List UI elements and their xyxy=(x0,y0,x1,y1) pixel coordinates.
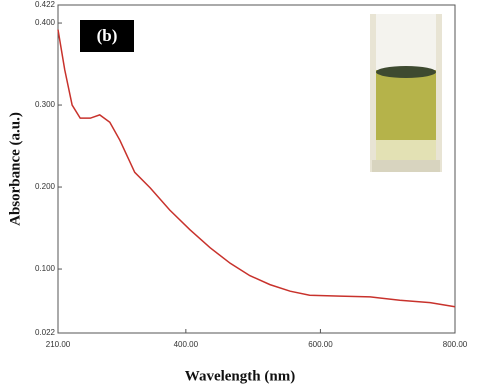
y-tick-label: 0.422 xyxy=(35,0,56,9)
plot-frame xyxy=(57,4,456,334)
data-line xyxy=(57,29,456,308)
annotation-box xyxy=(80,20,134,52)
x-axis-title: Wavelength (nm) xyxy=(185,368,295,384)
y-tick-label: 0.100 xyxy=(35,264,56,273)
y-axis-title: Absorbance (a.u.) xyxy=(7,112,23,226)
y-tick-label: 0.022 xyxy=(35,328,56,337)
x-tick-label: 600.00 xyxy=(308,340,333,349)
inset-photo xyxy=(370,14,442,172)
x-tick-label: 210.00 xyxy=(46,340,71,349)
y-tick-label: 0.300 xyxy=(35,100,56,109)
y-tick-label: 0.400 xyxy=(35,18,56,27)
x-tick-label: 800.00 xyxy=(443,340,468,349)
annotation: (b) xyxy=(97,26,118,45)
x-tick-label: 400.00 xyxy=(174,340,199,349)
y-tick-label: 0.200 xyxy=(35,182,56,191)
